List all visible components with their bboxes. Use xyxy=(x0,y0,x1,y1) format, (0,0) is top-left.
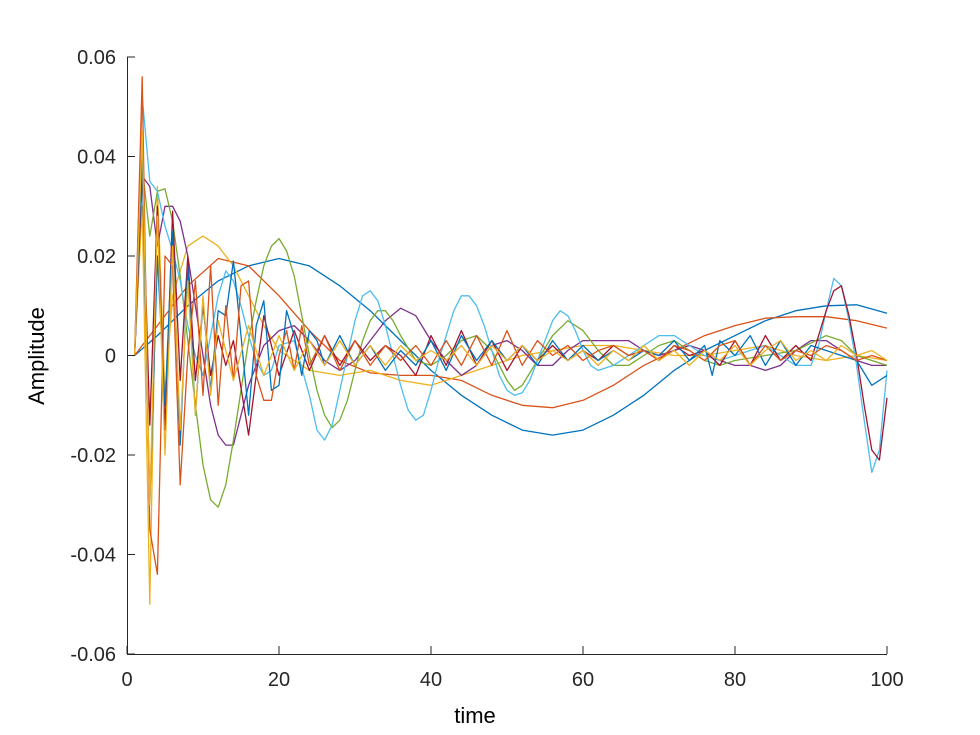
series-line-5 xyxy=(133,165,888,508)
series-line-2 xyxy=(134,257,888,409)
y-tick-label: 0.02 xyxy=(77,246,116,268)
y-tick-label: 0.06 xyxy=(77,47,116,69)
series-line-4 xyxy=(133,175,887,446)
x-tick-label: 60 xyxy=(572,669,594,691)
series-line-3 xyxy=(133,185,888,605)
y-tick-label: -0.02 xyxy=(70,445,116,467)
y-tick-label: 0.04 xyxy=(77,147,116,169)
x-tick-label: 20 xyxy=(268,669,290,691)
y-axis-title: Amplitude xyxy=(24,307,49,405)
y-tick-label: -0.06 xyxy=(70,644,116,666)
ticks-layer: 0 20 40 60 80 100 -0.06 -0.04 -0.02 0 0.02 0.04 0.06 xyxy=(70,47,903,691)
series-line-1 xyxy=(134,257,888,436)
x-axis-title: time xyxy=(454,703,496,728)
x-tick-label: 40 xyxy=(420,669,442,691)
y-tick-label: 0 xyxy=(105,346,116,368)
x-tick-label: 0 xyxy=(121,669,132,691)
y-tick-label: -0.04 xyxy=(70,545,116,567)
series-layer xyxy=(133,76,888,605)
series-line-6 xyxy=(133,96,888,474)
series-line-9 xyxy=(133,76,888,576)
series-line-10 xyxy=(133,130,888,506)
series-line-8 xyxy=(133,155,888,506)
axes-layer xyxy=(127,57,887,655)
x-tick-label: 100 xyxy=(870,669,903,691)
x-tick-label: 80 xyxy=(724,669,746,691)
series-line-7 xyxy=(133,170,888,461)
